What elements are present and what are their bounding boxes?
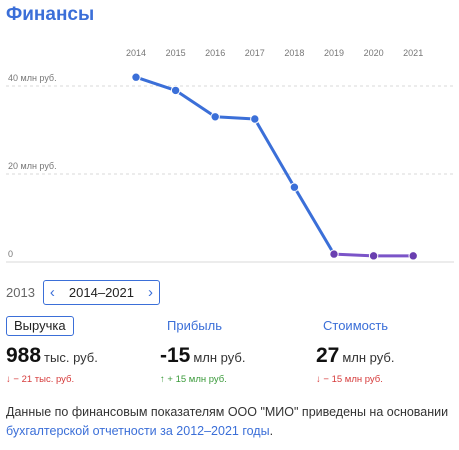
tab-profit[interactable]: Прибыль xyxy=(167,318,222,333)
footer-text: Данные по финансовым показателям ООО "МИ… xyxy=(6,405,449,419)
x-tick-label: 2015 xyxy=(166,48,186,58)
x-tick-label: 2020 xyxy=(364,48,384,58)
metric-change: ↓ − 21 тыс. руб. xyxy=(6,374,156,385)
metric-change-value: + 15 млн руб. xyxy=(167,374,227,385)
metric-revenue: Выручка 988 тыс. руб. ↓ − 21 тыс. руб. xyxy=(6,316,156,385)
data-point[interactable] xyxy=(329,249,339,259)
accounting-report-link[interactable]: бухгалтерской отчетности за 2012–2021 го… xyxy=(6,424,270,438)
data-point[interactable] xyxy=(131,72,141,82)
y-tick-label: 40 млн руб. xyxy=(8,73,57,83)
data-point[interactable] xyxy=(408,251,418,261)
series-line-segment xyxy=(134,75,178,92)
arrow-down-icon: ↓ xyxy=(316,374,321,385)
series-lines xyxy=(134,75,415,258)
x-tick-label: 2021 xyxy=(403,48,423,58)
metric-value-row: 988 тыс. руб. xyxy=(6,344,156,368)
arrow-down-icon: ↓ xyxy=(6,374,11,385)
metric-change: ↑ + 15 млн руб. xyxy=(160,374,310,385)
y-tick-label: 20 млн руб. xyxy=(8,161,57,171)
year-range-label: 2014–2021 xyxy=(68,285,134,300)
footer-note: Данные по финансовым показателям ООО "МИ… xyxy=(6,403,454,441)
data-point[interactable] xyxy=(250,114,260,124)
x-tick-labels: 2014 2015 2016 2017 2018 2019 2020 2021 xyxy=(126,48,423,58)
y-tick-label: 0 xyxy=(8,249,13,259)
x-tick-label: 2016 xyxy=(205,48,225,58)
metric-unit: тыс. руб. xyxy=(44,350,98,365)
metric-change-value: − 15 млн руб. xyxy=(323,374,383,385)
metric-profit: Прибыль -15 млн руб. ↑ + 15 млн руб. xyxy=(160,316,310,385)
x-tick-label: 2017 xyxy=(245,48,265,58)
finance-line-chart: 40 млн руб. 20 млн руб. 0 2014 2015 2016 2017… xyxy=(6,48,454,263)
series-line-segment xyxy=(332,252,376,258)
series-points xyxy=(131,72,418,261)
section-title: Финансы xyxy=(6,4,95,25)
footer-end: . xyxy=(269,424,274,438)
year-range-selector[interactable]: ‹ 2014–2021 › xyxy=(42,280,160,305)
chevron-left-icon[interactable]: ‹ xyxy=(49,284,55,301)
series-line-segment xyxy=(292,185,336,256)
y-tick-labels: 40 млн руб. 20 млн руб. 0 xyxy=(8,73,57,259)
metric-unit: млн руб. xyxy=(193,350,246,365)
data-point[interactable] xyxy=(368,251,379,261)
chevron-right-icon[interactable]: › xyxy=(148,284,153,301)
metric-value: 27 xyxy=(316,344,340,367)
metric-value: 988 xyxy=(6,344,42,367)
metric-change: ↓ − 15 млн руб. xyxy=(316,374,459,385)
tab-cost[interactable]: Стоимость xyxy=(323,318,389,333)
arrow-up-icon: ↑ xyxy=(160,374,165,385)
x-tick-label: 2018 xyxy=(284,48,304,58)
series-line-segment xyxy=(253,117,296,189)
metric-value: -15 xyxy=(160,344,191,367)
metric-unit: млн руб. xyxy=(342,350,395,365)
gridlines xyxy=(6,85,454,263)
metric-value-row: -15 млн руб. xyxy=(160,344,310,368)
data-point[interactable] xyxy=(289,182,300,192)
data-point[interactable] xyxy=(170,85,181,96)
data-point[interactable] xyxy=(210,112,220,122)
year-navigation: 2013 ‹ 2014–2021 › xyxy=(6,279,160,306)
x-tick-label: 2019 xyxy=(324,48,344,58)
metric-value-assets: Стоимость 27 млн руб. ↓ − 15 млн руб. xyxy=(316,316,459,385)
x-tick-label: 2014 xyxy=(126,48,146,58)
series-line-segment xyxy=(174,88,217,119)
tab-revenue[interactable]: Выручка xyxy=(6,316,74,336)
series-line-segment xyxy=(213,115,257,121)
metric-change-value: − 21 тыс. руб. xyxy=(13,374,75,385)
prev-year-link[interactable]: 2013 xyxy=(6,285,35,300)
metric-value-row: 27 млн руб. xyxy=(316,344,459,368)
